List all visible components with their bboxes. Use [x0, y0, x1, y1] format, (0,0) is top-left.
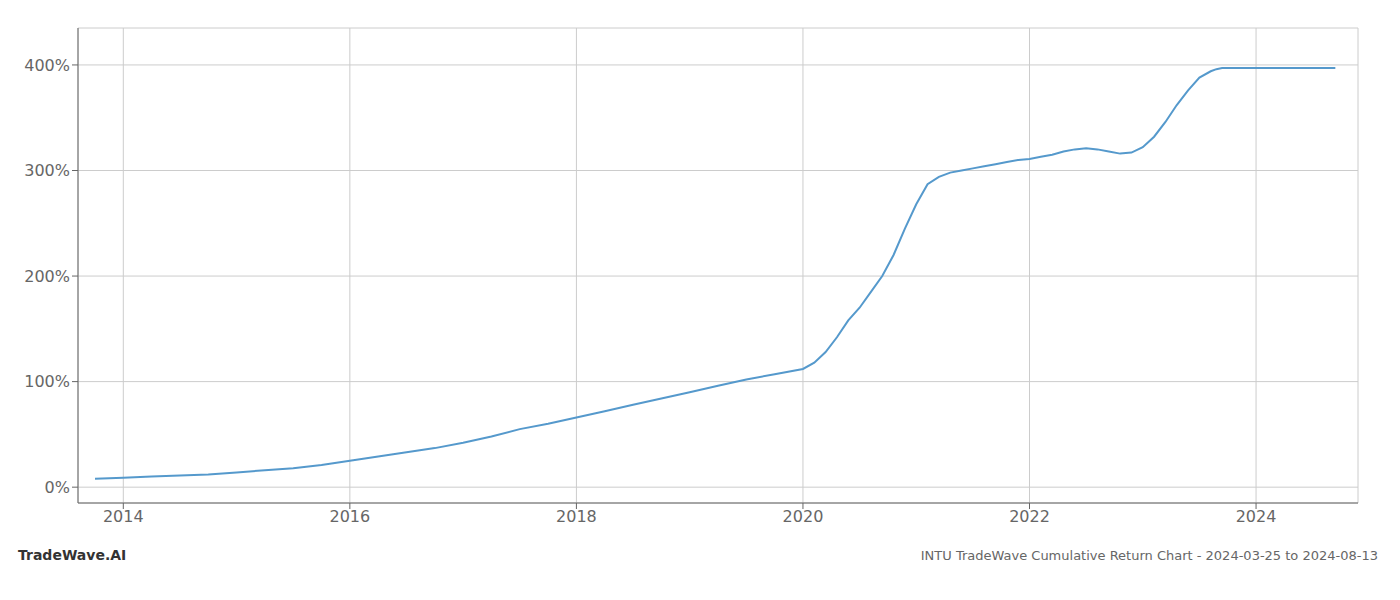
svg-text:200%: 200% [24, 267, 70, 286]
svg-text:0%: 0% [45, 478, 70, 497]
svg-text:400%: 400% [24, 56, 70, 75]
svg-text:300%: 300% [24, 161, 70, 180]
html-text:INTU TradeWave Cumulative Retu: INTU TradeWave Cumulative Return Chart -… [920, 548, 1378, 563]
svg-text:2020: 2020 [783, 507, 824, 526]
svg-text:2024: 2024 [1236, 507, 1277, 526]
svg-text:2014: 2014 [103, 507, 144, 526]
svg-text:2018: 2018 [556, 507, 597, 526]
html-text:TradeWave.AI: TradeWave.AI [18, 547, 127, 563]
svg-text:100%: 100% [24, 372, 70, 391]
svg-text:2016: 2016 [329, 507, 370, 526]
svg-text:2022: 2022 [1009, 507, 1050, 526]
